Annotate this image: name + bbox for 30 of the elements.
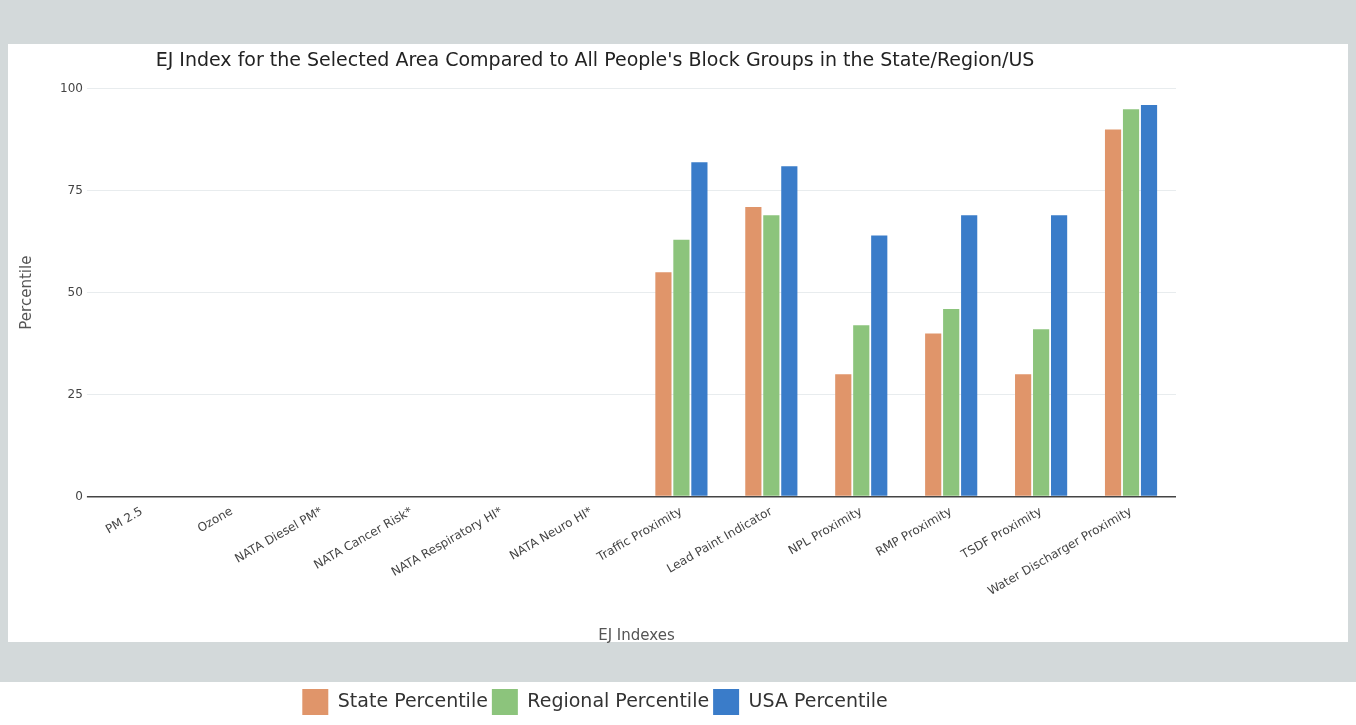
bar xyxy=(655,272,672,496)
legend-label: Regional Percentile xyxy=(527,688,710,711)
bar xyxy=(1122,109,1140,496)
bar xyxy=(835,374,852,496)
bar xyxy=(853,325,870,496)
bar xyxy=(925,333,942,496)
y-tick-label: 100 xyxy=(60,80,83,95)
legend-label: USA Percentile xyxy=(748,688,888,711)
legend-label: State Percentile xyxy=(337,688,488,711)
bar xyxy=(1140,105,1158,496)
bar xyxy=(871,235,888,496)
bar xyxy=(1104,129,1122,496)
bar xyxy=(691,162,708,496)
bar xyxy=(745,207,762,496)
y-tick-label: 0 xyxy=(75,488,83,503)
bar xyxy=(781,166,798,496)
y-tick-label: 25 xyxy=(67,386,83,401)
bar xyxy=(673,239,690,496)
bar xyxy=(1015,374,1032,496)
y-axis-title: Percentile xyxy=(16,255,35,330)
x-tick-label: PM 2.5 xyxy=(102,503,145,537)
y-tick-label: 50 xyxy=(67,284,83,299)
bar xyxy=(763,215,780,496)
y-tick-label: 75 xyxy=(67,182,83,197)
bar xyxy=(1051,215,1068,496)
bar xyxy=(1033,329,1050,496)
chart-title: EJ Index for the Selected Area Compared to All People's Block Groups in the State/Region/US xyxy=(155,48,1035,71)
x-axis-title: EJ Indexes xyxy=(598,625,675,644)
bar xyxy=(961,215,978,496)
bar xyxy=(943,308,960,496)
